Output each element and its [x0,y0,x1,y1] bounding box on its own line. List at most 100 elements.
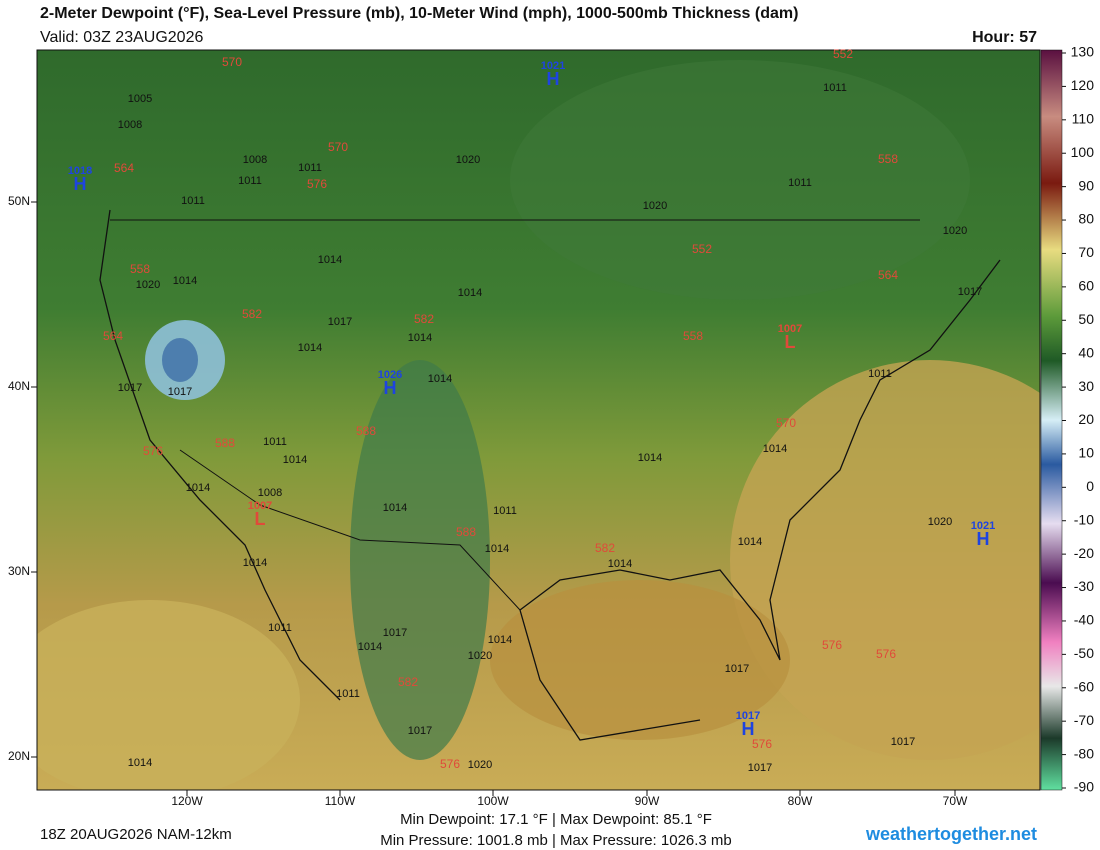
thickness-label: 570 [328,140,348,154]
isobar-label: 1008 [243,154,267,166]
colorbar-label: -30 [1074,578,1094,594]
colorbar-label: 0 [1086,478,1094,494]
pressure-value: 1017 [736,710,760,722]
isobar-label: 1014 [243,557,267,569]
isobar-label: 1017 [328,316,352,328]
colorbar-label: -50 [1074,645,1094,661]
colorbar-label: -40 [1074,612,1094,628]
isobar-label: 1014 [428,373,452,385]
isobar-label: 1014 [763,443,787,455]
field-shade [510,60,970,300]
field-shade [730,360,1040,760]
lon-label: 120W [171,794,203,808]
isobar-label: 1014 [318,254,342,266]
lon-label: 70W [943,794,968,808]
colorbar-label: -80 [1074,745,1094,761]
lon-label: 90W [635,794,660,808]
isobar-label: 1011 [493,505,517,517]
isobar-label: 1020 [468,759,492,771]
isobar-label: 1011 [268,622,292,634]
thickness-label: 564 [114,161,134,175]
lon-label: 110W [325,794,356,808]
colorbar-label: 100 [1071,144,1095,160]
isobar-label: 1014 [408,332,432,344]
field-shade [490,580,790,740]
thickness-label: 588 [356,424,376,438]
isobar-label: 1014 [283,454,307,466]
isobar-label: 1014 [638,452,662,464]
isobar-label: 1014 [458,287,482,299]
pressure-value: 1021 [541,60,565,72]
isobar-label: 1014 [298,342,322,354]
thickness-label: 582 [242,307,262,321]
pressure-value: 1018 [68,165,92,177]
colorbar-label: -90 [1074,779,1094,795]
isobar-label: 1014 [186,482,210,494]
colorbar-label: 120 [1071,77,1095,93]
pressure-value: 1026 [378,369,402,381]
thickness-label: 576 [307,177,327,191]
pressure-center: H [742,719,755,739]
field-shade [37,600,300,790]
thickness-label: 588 [215,436,235,450]
forecast-hour: Hour: 57 [972,29,1037,46]
isobar-label: 1011 [336,688,360,700]
lon-label: 100W [477,794,509,808]
colorbar-label: -20 [1074,545,1094,561]
thickness-label: 570 [222,55,242,69]
lat-label: 30N [8,564,30,578]
thickness-label: 564 [878,268,898,282]
site-credit: weathertogether.net [865,824,1037,844]
pressure-center: H [977,529,990,549]
thickness-label: 570 [776,416,796,430]
colorbar-label: 50 [1078,311,1094,327]
valid-time: Valid: 03Z 23AUG2026 [40,29,203,46]
isobar-label: 1017 [725,663,749,675]
isobar-label: 1011 [788,177,812,189]
isobar-label: 1020 [456,154,480,166]
pressure-center: L [255,509,266,529]
pressure-center: H [384,378,397,398]
field-shade [162,338,198,382]
isobar-label: 1008 [118,119,142,131]
isobar-label: 1020 [943,225,967,237]
thickness-label: 582 [398,675,418,689]
coastline [519,259,1001,661]
isobar-label: 1014 [383,502,407,514]
field-shade [350,360,490,760]
isobar-label: 1011 [181,195,205,207]
colorbar [1040,49,1063,791]
thickness-label: 576 [440,757,460,771]
isobar-label: 1017 [748,762,772,774]
thickness-label: 558 [683,329,703,343]
thickness-label: 582 [414,312,434,326]
colorbar-label: 80 [1078,211,1094,227]
map-frame [36,49,1041,791]
isobar-label: 1011 [263,436,287,448]
border [179,449,521,611]
isobar-label: 1005 [128,93,152,105]
colorbar-label: -70 [1074,712,1094,728]
colorbar-label: 110 [1072,111,1095,127]
isobar-label: 1014 [128,757,152,769]
map-field [37,50,1040,790]
lon-label: 80W [788,794,813,808]
colorbar-label: 20 [1078,411,1094,427]
title: 2-Meter Dewpoint (°F), Sea-Level Pressur… [40,5,798,22]
thickness-label: 576 [876,647,896,661]
lat-label: 50N [8,194,30,208]
pressure-center: H [74,174,87,194]
isobar-label: 1011 [868,368,892,380]
isobar-label: 1014 [358,641,382,653]
colorbar-label: -60 [1074,678,1094,694]
pressure-value: 1007 [248,500,272,512]
thickness-label: 576 [143,444,163,458]
dewpoint-range: Min Dewpoint: 17.1 °F | Max Dewpoint: 85… [400,811,712,828]
coastline [99,209,341,701]
isobar-label: 1014 [608,558,632,570]
thickness-label: 552 [833,47,853,61]
thickness-label: 558 [130,262,150,276]
thickness-label: 576 [752,737,772,751]
